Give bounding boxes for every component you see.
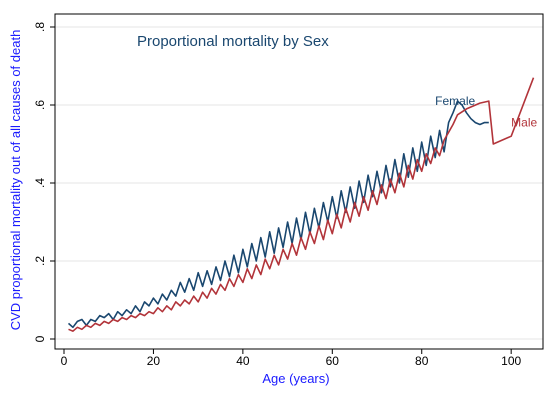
chart-title: Proportional mortality by Sex [137, 33, 329, 50]
series-group [67, 77, 535, 332]
y-axis-title: CVD proportional mortality out of all ca… [8, 30, 23, 331]
series-label-female: Female [435, 94, 475, 108]
y-tick-label: .6 [33, 100, 47, 110]
y-tick-label: .4 [33, 178, 47, 188]
x-tick-label: 80 [415, 354, 429, 368]
x-tick-label: 0 [61, 354, 68, 368]
x-tick-label: 100 [501, 354, 521, 368]
tick-labels: 0 .2 .4 .6 .8 0 20 40 60 80 100 [33, 22, 522, 368]
series-label-male: Male [511, 115, 537, 129]
y-tick-label: 0 [33, 335, 47, 342]
y-tick-label: .8 [33, 22, 47, 32]
series-line-male [68, 77, 535, 332]
x-tick-label: 60 [326, 354, 340, 368]
x-tick-label: 20 [147, 354, 161, 368]
x-axis-title: Age (years) [262, 371, 329, 386]
x-tick-label: 40 [236, 354, 250, 368]
series-labels: Female Male [435, 94, 537, 129]
plot-frame [54, 13, 544, 350]
y-tick-label: .2 [33, 256, 47, 266]
